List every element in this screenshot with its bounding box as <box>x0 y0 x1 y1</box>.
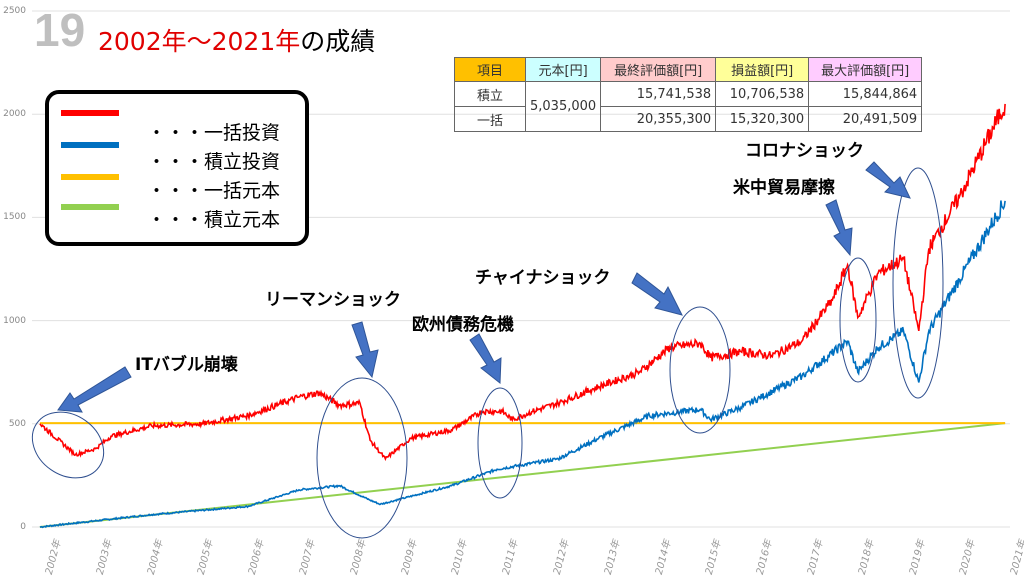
profit-cell: 10,706,538 <box>715 81 810 107</box>
table-row: 積立 5,035,000 15,741,538 10,706,538 15,84… <box>454 81 923 132</box>
annotation-corona: コロナショック <box>745 141 864 161</box>
final-value-cell: 15,741,538 <box>600 81 717 107</box>
row-label: 積立 <box>454 81 526 107</box>
y-tick-label: 2000 <box>3 109 26 120</box>
highlight-ellipse-euro <box>477 387 523 499</box>
legend-swatch-lump-principal <box>61 174 119 180</box>
row-label: 一括 <box>454 106 526 132</box>
series-line-0 <box>39 103 1006 462</box>
highlight-ellipse-trade <box>839 257 877 383</box>
header-profit: 損益額[円] <box>715 57 810 82</box>
arrow-trade <box>825 199 853 257</box>
y-tick-label: 1000 <box>3 315 26 326</box>
arrow-corona <box>865 161 911 199</box>
profit-cell: 15,320,300 <box>715 106 810 132</box>
y-tick-label: 500 <box>8 418 26 429</box>
final-value-cell: 20,355,300 <box>600 106 717 132</box>
header-principal: 元本[円] <box>524 57 602 82</box>
legend-swatch-dca <box>61 142 119 148</box>
table-header-row: 項目 元本[円] 最終評価額[円] 損益額[円] 最大評価額[円] <box>454 57 923 82</box>
legend-label-lump: ・・・一括投資 <box>147 122 281 144</box>
header-item: 項目 <box>454 57 526 82</box>
title-suffix: の成績 <box>300 27 376 56</box>
header-max-value: 最大評価額[円] <box>808 57 923 82</box>
annotation-lehman: リーマンショック <box>265 290 401 310</box>
table-row: 一括 20,355,300 15,320,300 20,491,509 <box>454 106 923 132</box>
title-period: 2002年～2021年 <box>98 27 301 56</box>
arrow-it-bubble <box>57 366 132 413</box>
y-tick-label: 2500 <box>3 6 26 16</box>
max-value-cell: 15,844,864 <box>808 81 923 107</box>
arrow-china <box>631 272 683 316</box>
y-tick-label: 0 <box>20 522 26 532</box>
results-table: 項目 元本[円] 最終評価額[円] 損益額[円] 最大評価額[円] 積立 5,0… <box>454 57 923 132</box>
principal-cell: 5,035,000 <box>524 81 602 132</box>
legend-swatch-lump <box>61 110 119 116</box>
legend-label-lump-principal: ・・・一括元本 <box>147 180 281 202</box>
annotation-trade-war: 米中貿易摩擦 <box>733 178 835 198</box>
arrow-lehman <box>351 321 379 379</box>
highlight-ellipse-it-bubble <box>31 411 105 479</box>
highlight-ellipse-lehman <box>316 377 408 539</box>
legend-label-dca-principal: ・・・積立元本 <box>147 209 281 231</box>
max-value-cell: 20,491,509 <box>808 106 923 132</box>
header-final-value: 最終評価額[円] <box>600 57 717 82</box>
slide-number: 19 <box>34 4 86 56</box>
highlight-ellipse-corona <box>892 167 944 399</box>
legend-label-dca: ・・・積立投資 <box>147 151 281 173</box>
page-title: 2002年～2021年の成績 <box>98 22 375 58</box>
legend-swatch-dca-principal <box>61 204 119 210</box>
highlight-ellipse-china <box>669 306 731 434</box>
annotation-euro-debt: 欧州債務危機 <box>412 315 514 335</box>
y-tick-label: 1500 <box>3 212 26 223</box>
arrow-euro <box>469 333 502 385</box>
annotation-it-bubble: ITバブル崩壊 <box>135 355 238 375</box>
annotation-china: チャイナショック <box>475 268 611 288</box>
series-line-1 <box>39 200 1006 529</box>
legend: ・・・一括投資 ・・・積立投資 ・・・一括元本 ・・・積立元本 <box>45 90 309 246</box>
